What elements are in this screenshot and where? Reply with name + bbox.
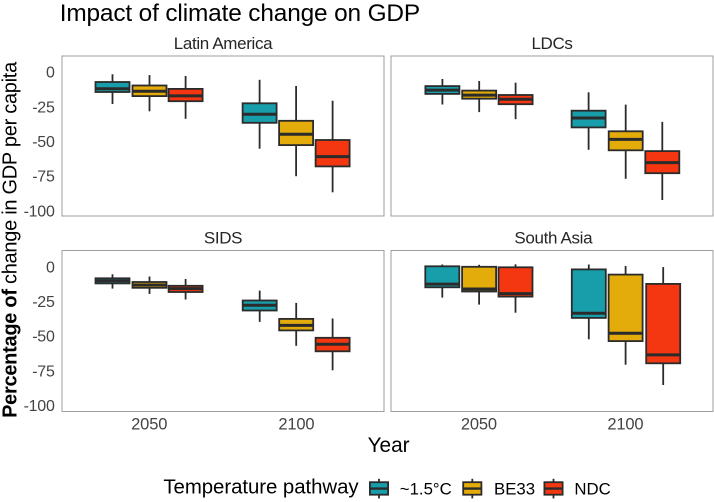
svg-text:-50: -50	[32, 329, 55, 346]
svg-text:-75: -75	[32, 169, 55, 186]
svg-text:-25: -25	[32, 99, 55, 116]
svg-text:SIDS: SIDS	[204, 229, 242, 248]
svg-text:~1.5°C: ~1.5°C	[400, 480, 452, 499]
svg-text:-75: -75	[32, 363, 55, 380]
svg-text:2100: 2100	[607, 416, 643, 434]
svg-text:Percentage of change in GDP pe: Percentage of change in GDP per capita	[0, 61, 22, 418]
svg-text:Latin America: Latin America	[174, 34, 273, 53]
svg-text:-25: -25	[32, 294, 55, 311]
svg-text:2050: 2050	[131, 416, 167, 434]
svg-text:-100: -100	[24, 398, 55, 415]
svg-text:Year: Year	[368, 434, 410, 457]
svg-text:BE33: BE33	[494, 480, 535, 499]
svg-text:2050: 2050	[461, 416, 497, 434]
svg-text:-50: -50	[32, 134, 55, 151]
svg-text:2100: 2100	[278, 416, 314, 434]
svg-text:NDC: NDC	[574, 480, 610, 499]
svg-text:LDCs: LDCs	[531, 34, 572, 53]
svg-text:South Asia: South Asia	[514, 229, 593, 248]
svg-text:Impact of climate change on GD: Impact of climate change on GDP	[60, 0, 420, 27]
svg-text:0: 0	[46, 259, 55, 276]
svg-text:-100: -100	[24, 203, 55, 220]
svg-text:0: 0	[46, 65, 55, 82]
svg-text:Temperature pathway: Temperature pathway	[163, 477, 359, 499]
